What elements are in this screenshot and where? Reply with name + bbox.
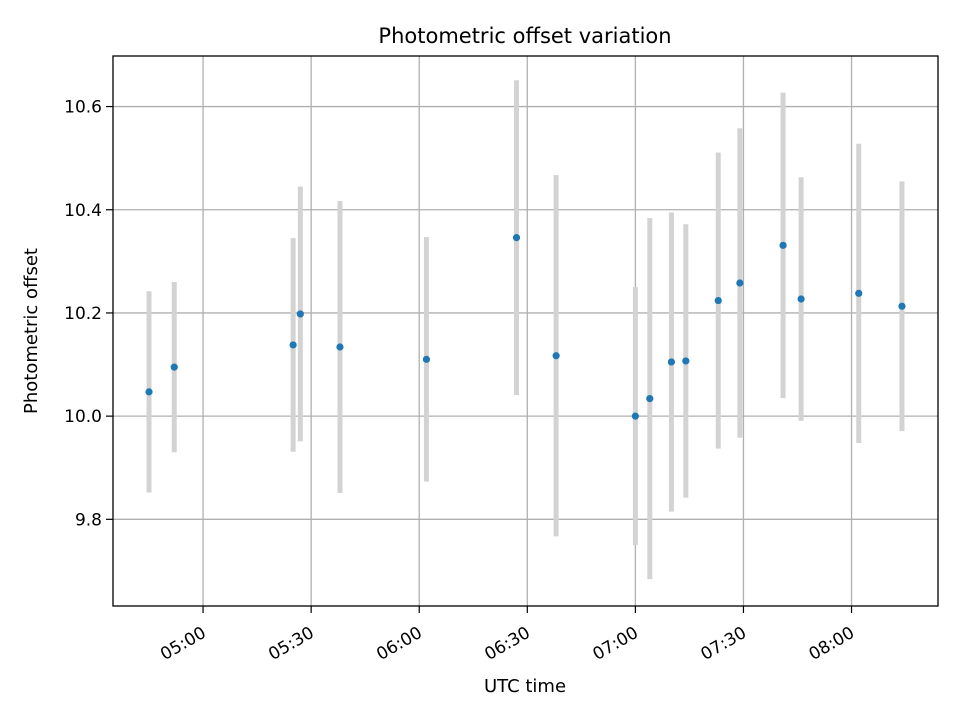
x-axis-title: UTC time: [484, 676, 566, 697]
y-tick-label: 10.0: [64, 407, 102, 427]
x-tick-label: 08:00: [806, 623, 858, 665]
data-point: [667, 358, 676, 366]
x-tick-label: 07:00: [589, 623, 641, 665]
chart-title: Photometric offset variation: [378, 24, 671, 48]
data-point: [736, 279, 744, 287]
data-point: [797, 295, 805, 303]
x-tick-label: 05:00: [157, 623, 209, 665]
data-point: [631, 412, 639, 420]
data-point: [336, 343, 344, 351]
plot-area-frame: [112, 55, 939, 607]
data-point: [898, 302, 906, 310]
y-axis: 9.8 10.0 10.2 10.4 10.6: [64, 98, 113, 530]
data-point: [779, 241, 787, 249]
x-tick-label: 06:00: [373, 623, 425, 665]
y-tick-label: 10.6: [64, 98, 102, 118]
y-tick-label: 9.8: [75, 510, 102, 530]
error-bars: [146, 80, 905, 580]
data-point: [296, 310, 304, 318]
data-point: [145, 388, 153, 396]
data-point: [714, 296, 722, 305]
grid-lines: [113, 56, 938, 606]
x-tick-label: 06:30: [481, 623, 533, 665]
y-axis-title: Photometric offset: [21, 248, 42, 414]
y-tick-label: 10.4: [64, 201, 102, 221]
x-tick-label: 05:30: [265, 623, 317, 665]
data-point: [646, 394, 654, 403]
x-axis: 05:00 05:30 06:00 06:30 07:00 07:30 08:00: [157, 606, 858, 665]
y-tick-label: 10.2: [64, 304, 102, 324]
data-point: [512, 234, 521, 242]
data-point: [855, 289, 863, 297]
data-point: [422, 355, 431, 363]
data-points: [145, 234, 906, 420]
data-point: [682, 357, 690, 365]
data-point: [170, 363, 178, 371]
x-tick-label: 07:30: [698, 623, 750, 665]
data-point: [552, 352, 560, 360]
data-point: [289, 341, 297, 349]
